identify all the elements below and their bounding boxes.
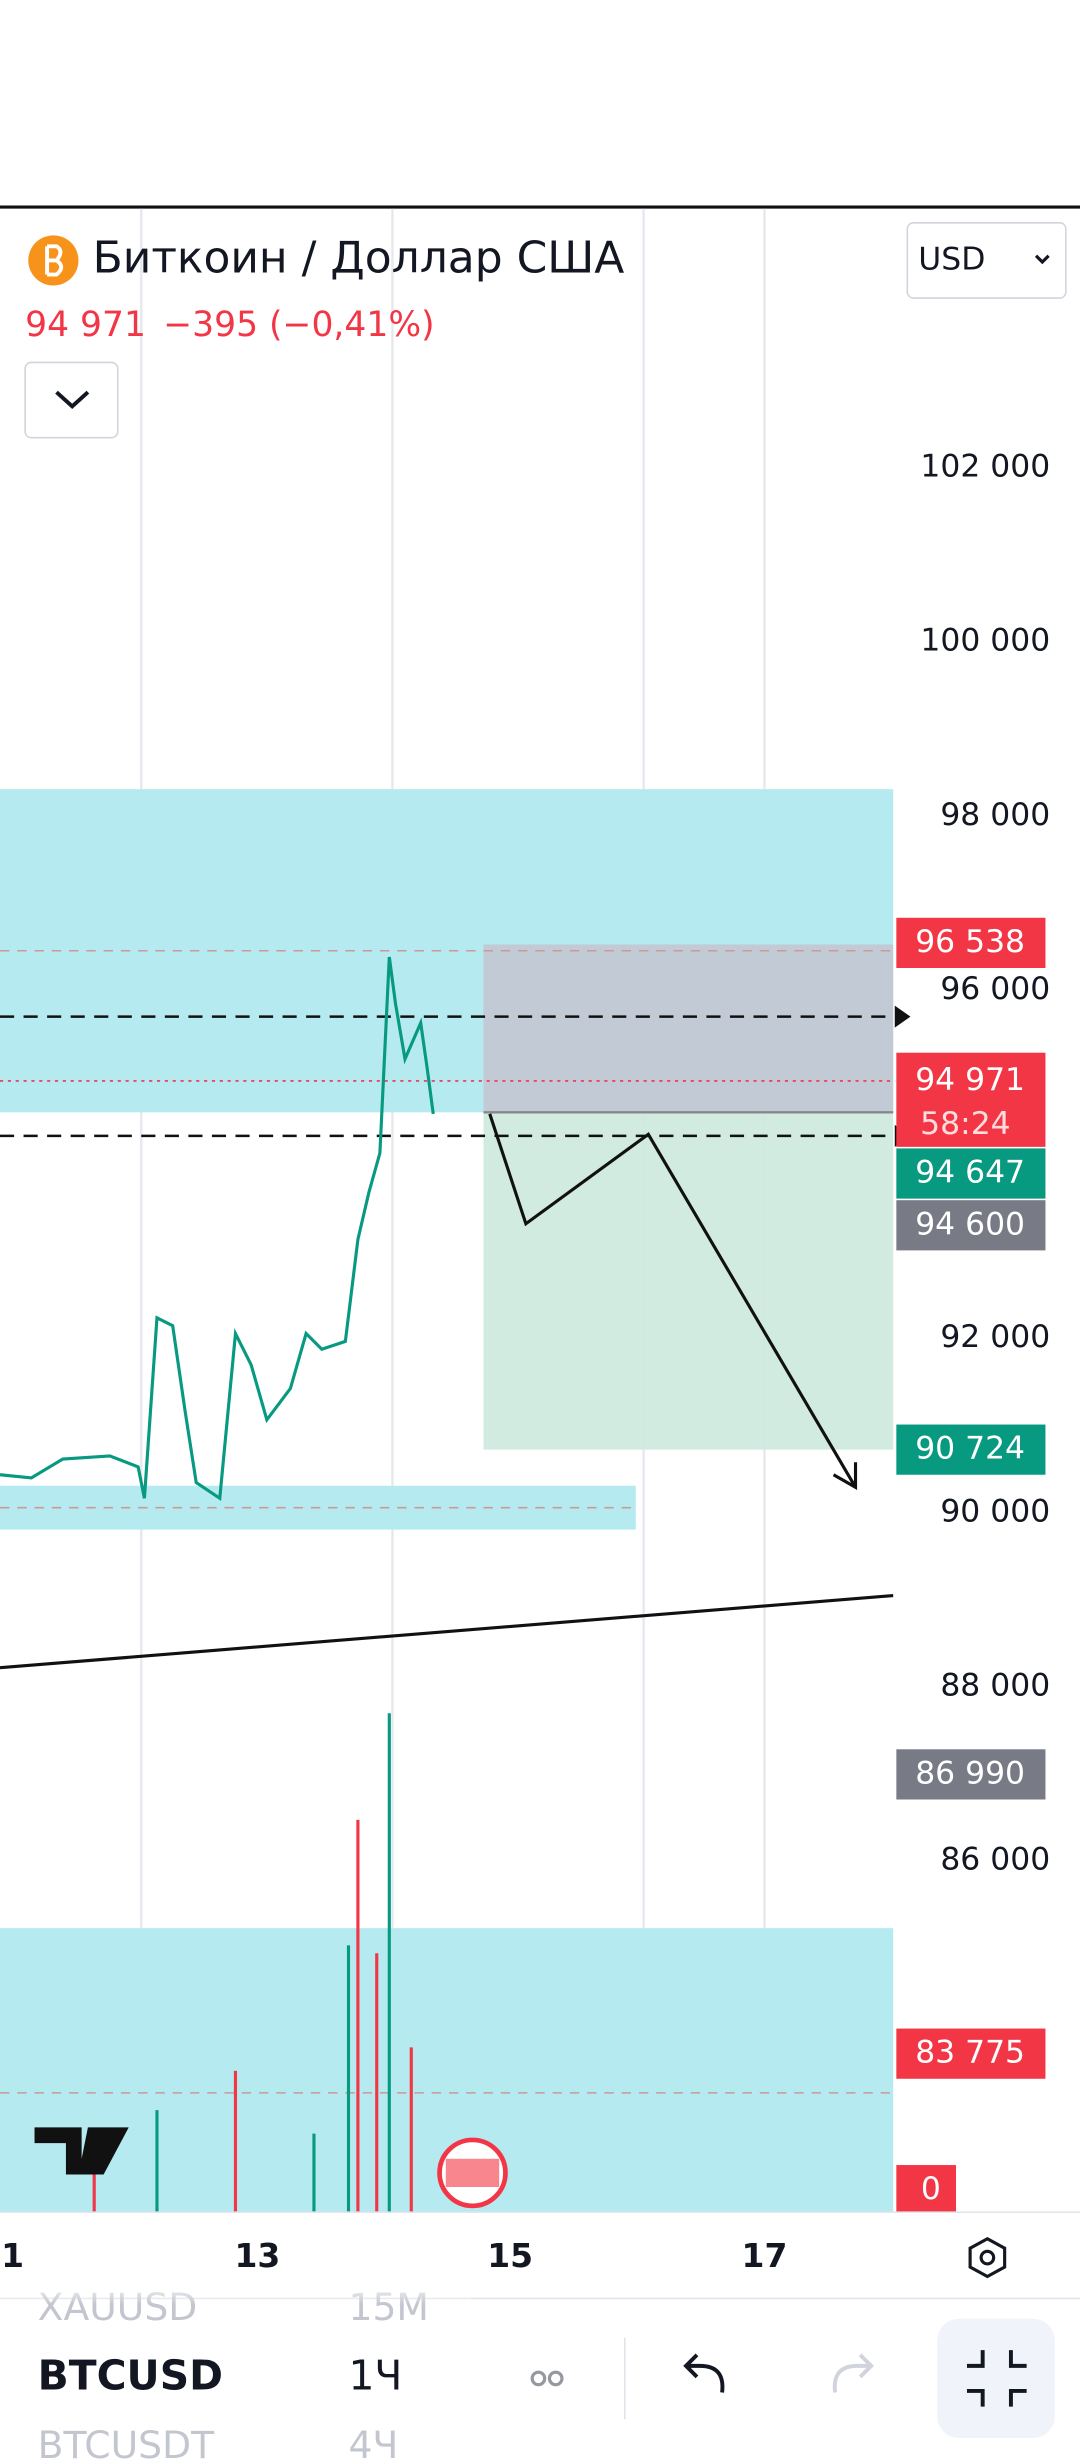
volume-badge-bg: [896, 2165, 956, 2213]
price-trace: [0, 956, 435, 1502]
volume-bars: [92, 1713, 413, 2213]
y-tick-label: 96 000: [940, 971, 1050, 1007]
price-badge-label: 94 971: [915, 1062, 1025, 1098]
price-badge-label: 96 538: [915, 924, 1025, 960]
price-badge: [896, 1200, 1046, 1251]
coin-glyph: [45, 244, 64, 277]
settings-dot: [979, 2249, 996, 2266]
price-badges: 96 538 94 971 58:24 94 647 94 600 90 724 86 99…: [896, 917, 1046, 2079]
forecast-path: [488, 1113, 857, 1489]
symbol-option[interactable]: BTCUSDT: [38, 2423, 215, 2460]
currency-select[interactable]: [906, 221, 1067, 299]
price-badge-label: 94 647: [915, 1155, 1025, 1191]
collapse-icon: [966, 2350, 1027, 2407]
symbol-title: Биткоин / Доллар США: [93, 232, 625, 283]
chart-type-icon[interactable]: [530, 2370, 564, 2387]
last-price: 94 971: [25, 305, 146, 345]
target-zone: [483, 1112, 894, 1450]
y-tick-label: 90 000: [940, 1493, 1050, 1529]
interval-option[interactable]: 4Ч: [348, 2423, 398, 2460]
redo-button[interactable]: [832, 2353, 874, 2393]
y-tick-label: 92 000: [940, 1319, 1050, 1355]
price-badge: [896, 1052, 1046, 1147]
price-change: −395 (−0,41%): [163, 305, 434, 345]
symbol-selected[interactable]: BTCUSD: [38, 2351, 223, 2399]
price-badge-label: 86 990: [915, 1755, 1025, 1791]
price-badge-label: 83 775: [915, 2035, 1025, 2071]
flag: [445, 2158, 500, 2188]
price-badge-label: 90 724: [915, 1431, 1025, 1467]
chevron: [55, 390, 90, 409]
interval-selected[interactable]: 1Ч: [348, 2351, 402, 2399]
fullscreen-button[interactable]: [937, 2318, 1055, 2439]
x-tick-label: 13: [235, 2236, 281, 2275]
price-badge: [896, 1749, 1046, 1800]
price-badge: [896, 1424, 1046, 1475]
price-badge: [896, 2028, 1046, 2079]
countdown: 58:24: [920, 1106, 1010, 1142]
status-area: [0, 0, 1080, 208]
price-badge: [896, 917, 1046, 968]
y-tick-label: 100 000: [920, 623, 1050, 659]
chevron: [1034, 254, 1050, 265]
y-tick-label: 88 000: [940, 1668, 1050, 1704]
x-tick-label: 17: [742, 2236, 788, 2275]
price-badge: [896, 1148, 1046, 1199]
bottom-bar: [0, 2298, 1080, 2460]
undo-button[interactable]: [683, 2353, 725, 2393]
y-tick-label: 86 000: [940, 1842, 1050, 1878]
volume-badge: 0: [921, 2171, 941, 2207]
y-tick-label: 98 000: [940, 797, 1050, 833]
x-tick-label: 15: [487, 2236, 533, 2275]
y-tick-label: 102 000: [920, 449, 1050, 485]
settings-icon[interactable]: [968, 2237, 1007, 2279]
x-tick-label: 1: [1, 2236, 24, 2275]
trend-line: [0, 1593, 894, 1670]
expand-button[interactable]: [24, 361, 119, 439]
price-badge-label: 94 600: [915, 1206, 1025, 1242]
stop-zone: [483, 944, 894, 1113]
arrow-head: [832, 1462, 858, 1490]
currency: USD: [918, 241, 985, 277]
logo: [34, 2127, 129, 2175]
fade: [0, 2282, 471, 2305]
